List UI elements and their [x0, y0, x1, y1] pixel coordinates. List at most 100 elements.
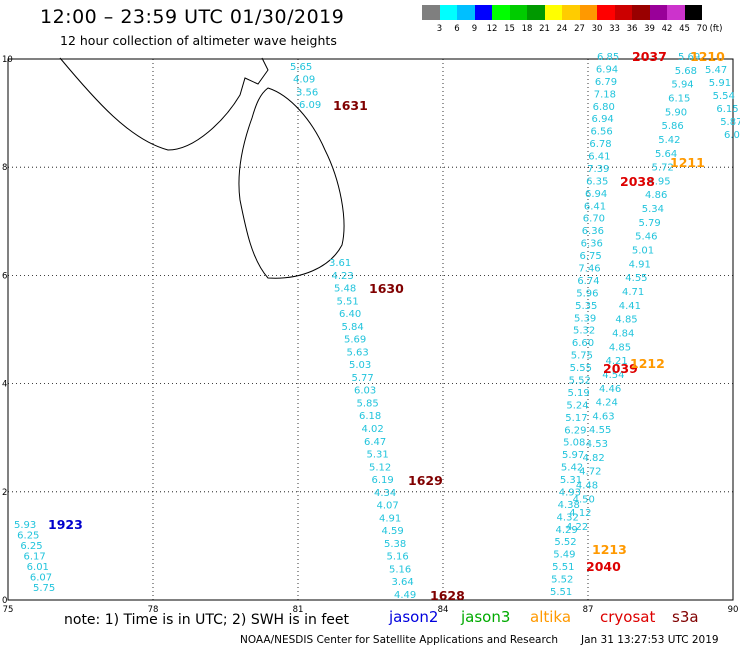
colorbar-tick-label: 45 — [679, 24, 690, 34]
swh-reading-2037: 5.51 — [552, 562, 574, 573]
mission-legend-jason3: jason3 — [461, 608, 511, 626]
swh-reading-2037: 6.94 — [596, 64, 618, 75]
colorbar-tick-label: 21 — [539, 24, 550, 34]
swh-reading-1631: 4.09 — [293, 75, 315, 86]
colorbar-swatch — [422, 5, 440, 20]
swh-reading-2037: 6.35 — [586, 176, 608, 187]
swh-reading-2037: 6.70 — [583, 214, 605, 225]
colorbar-swatch — [562, 5, 580, 20]
swh-reading-2037: 5.39 — [574, 313, 596, 324]
swh-reading-2037: 6.78 — [589, 139, 611, 150]
swh-reading-2037: 6.94 — [592, 114, 614, 125]
swh-reading-2038: 5.86 — [662, 121, 684, 132]
swh-reading-2037: 4.29 — [555, 525, 577, 536]
swh-reading-2038: 4.71 — [622, 287, 644, 298]
swh-reading-1630: 5.31 — [367, 450, 389, 461]
swh-reading-2038: 4.95 — [648, 176, 670, 187]
swh-reading-2038: 4.84 — [612, 328, 634, 339]
swh-reading-2037: 6.36 — [582, 226, 604, 237]
colorbar-swatch — [632, 5, 650, 20]
colorbar-tick-label: 30 — [591, 24, 603, 34]
longitude-tick-label: 87 — [583, 605, 594, 615]
colorbar-tick-label: 24 — [556, 24, 568, 34]
swh-reading-2037: 7.39 — [587, 164, 609, 175]
colorbar-tick-label: 36 — [626, 24, 638, 34]
colorbar-tick-label: 15 — [504, 24, 515, 34]
pass-time-label-1213: 1213 — [592, 542, 627, 557]
swh-reading-2037: 5.24 — [566, 400, 588, 411]
swh-reading-1630: 4.07 — [377, 501, 399, 512]
swh-reading-1630: 4.91 — [379, 513, 401, 524]
colorbar-tick-label: 39 — [644, 24, 655, 34]
swh-reading-1923: 6.07 — [30, 573, 52, 584]
swh-reading-1630: 5.12 — [369, 462, 391, 473]
swh-reading-1630: 5.48 — [334, 284, 356, 295]
pass-time-label-1629: 1629 — [408, 473, 443, 488]
colorbar-swatch — [649, 5, 667, 20]
longitude-tick-label: 75 — [3, 605, 14, 615]
colorbar-swatch — [667, 5, 685, 20]
longitude-tick-label: 90 — [728, 605, 739, 615]
swh-reading-1630: 4.49 — [394, 590, 416, 601]
india-coastline — [59, 57, 269, 151]
swh-reading-2038: 5.46 — [635, 232, 657, 243]
swh-reading-2038: 5.79 — [638, 218, 660, 229]
swh-reading-1630: 5.51 — [337, 296, 359, 307]
swh-reading-1630: 3.61 — [329, 258, 351, 269]
swh-reading-2037: 6.41 — [588, 152, 610, 163]
colorbar-unit: (ft) — [709, 24, 723, 34]
swh-reading-2038: 5.34 — [642, 204, 664, 215]
colorbar-tick-label: 9 — [471, 24, 478, 34]
swh-reading-2037: 5.52 — [569, 375, 591, 386]
colorbar-swatch — [457, 5, 475, 20]
colorbar-swatch — [509, 5, 527, 20]
swh-reading-2037: 5.17 — [565, 413, 587, 424]
latitude-tick-label: 4 — [2, 380, 7, 390]
swh-reading-2038: 4.50 — [573, 494, 595, 505]
swh-reading-2038: 6.15 — [668, 93, 690, 104]
longitude-tick-label: 81 — [293, 605, 304, 615]
colorbar-swatch — [474, 5, 492, 20]
swh-reading-1630: 6.03 — [354, 386, 376, 397]
swh-reading-2037: 6.36 — [581, 239, 603, 250]
pass-time-label-1630: 1630 — [369, 281, 404, 296]
swh-reading-2037: 6.79 — [595, 77, 617, 88]
longitude-tick-label: 84 — [438, 605, 449, 615]
latitude-tick-label: 2 — [2, 488, 7, 498]
swh-reading-1923: 5.93 — [14, 520, 36, 531]
swh-reading-2038: 4.46 — [599, 384, 621, 395]
swh-reading-2037: 5.51 — [550, 587, 572, 598]
colorbar-tick-label: 3 — [436, 24, 443, 34]
swh-reading-1630: 5.69 — [344, 335, 366, 346]
swh-reading-2038: 4.86 — [645, 190, 667, 201]
swh-reading-2037: 5.19 — [567, 388, 589, 399]
swh-reading-1630: 5.63 — [347, 347, 369, 358]
colorbar-swatch — [614, 5, 632, 20]
swh-reading-2038: 4.82 — [582, 453, 604, 464]
swh-reading-1630: 6.18 — [359, 411, 381, 422]
swh-reading-2037: 6.85 — [597, 52, 619, 63]
swh-reading-2037: 5.32 — [573, 326, 595, 337]
swh-reading-1630: 4.02 — [362, 424, 384, 435]
swh-reading-2037: 7.46 — [578, 264, 600, 275]
mission-legend-altika: altika — [530, 608, 572, 626]
pass-time-label-1211: 1211 — [670, 155, 705, 170]
swh-reading-2037: 4.93 — [559, 487, 581, 498]
swh-reading-1923: 6.25 — [20, 541, 42, 552]
swh-reading-2038: 5.94 — [671, 80, 693, 91]
colorbar-tick-label: 70 — [696, 24, 708, 34]
swh-reading-1630: 5.16 — [389, 564, 411, 575]
colorbar-tick-label: 18 — [521, 24, 533, 34]
map-title: 12:00 – 23:59 UTC 01/30/2019 — [40, 6, 345, 28]
colorbar-swatch — [579, 5, 597, 20]
generation-timestamp: Jan 31 13:27:53 UTC 2019 — [581, 634, 719, 646]
colorbar-tick-label: 42 — [661, 24, 673, 34]
swh-reading-1630: 6.40 — [339, 309, 361, 320]
colorbar-tick-label: 6 — [454, 24, 460, 34]
swh-reading-2038: 4.21 — [606, 356, 628, 367]
pass-time-label-2039: 2039 — [603, 361, 638, 376]
map-subtitle: 12 hour collection of altimeter wave hei… — [60, 33, 337, 48]
swh-reading-2037: 6.41 — [584, 201, 606, 212]
swh-reading-1210: 6.15 — [716, 104, 738, 115]
swh-reading-2037: 4.38 — [558, 500, 580, 511]
